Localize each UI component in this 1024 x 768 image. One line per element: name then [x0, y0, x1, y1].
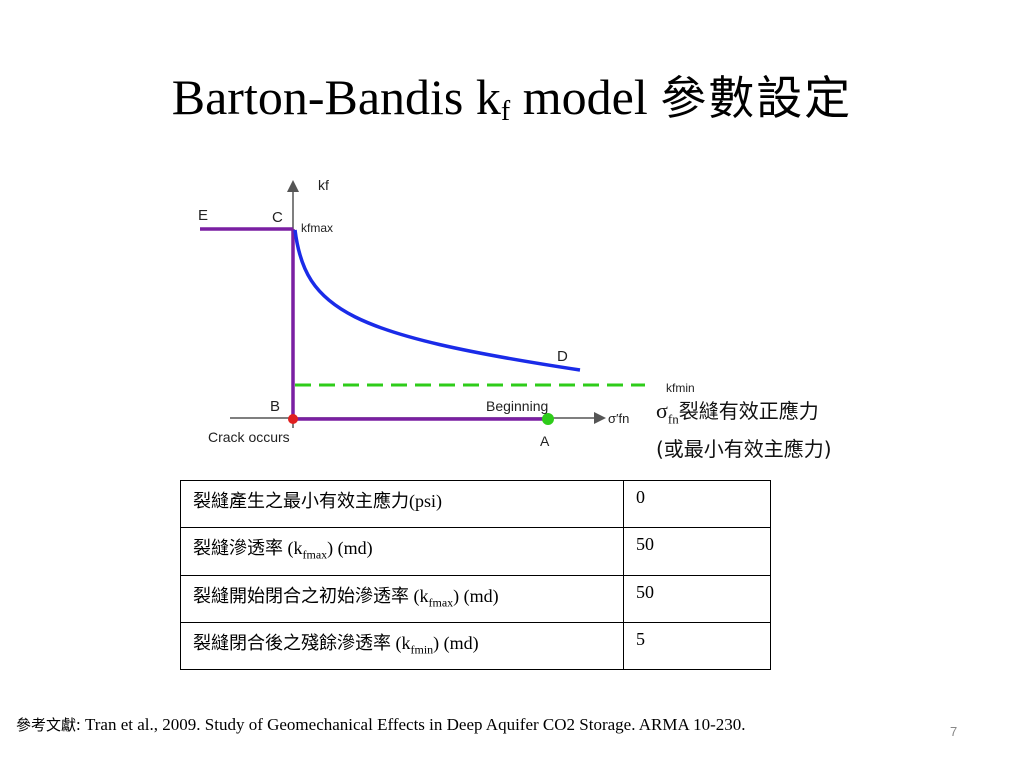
crack-occurs-label: Crack occurs	[208, 429, 290, 445]
beginning-point-marker	[542, 413, 554, 425]
table-row: 裂縫開始閉合之初始滲透率 (kfmax) (md) 50	[180, 574, 771, 623]
table-row: 裂縫閉合後之殘餘滲透率 (kfmin) (md) 5	[180, 621, 771, 671]
reference-label: 參考文獻	[16, 716, 77, 734]
label-b: B	[270, 398, 280, 415]
table-row: 裂縫滲透率 (kfmax) (md) 50	[180, 527, 771, 576]
stress-note: σfn裂縫有效正應力 (或最小有效主應力)	[656, 395, 832, 465]
stress-note-line1: σfn裂縫有效正應力	[656, 395, 832, 434]
y-axis-label: kf	[318, 177, 329, 193]
param-value-cell: 50	[623, 527, 771, 576]
label-e: E	[198, 207, 208, 224]
label-c: C	[272, 209, 283, 226]
parameter-table: 裂縫產生之最小有效主應力(psi) 0 裂縫滲透率 (kfmax) (md) 5…	[180, 479, 771, 671]
param-value-cell: 0	[623, 479, 771, 529]
title-middle: model	[510, 69, 661, 125]
beginning-label: Beginning	[486, 398, 548, 414]
barton-bandis-diagram: kf E C kfmax D kfmin B Beginning σ′fn Cr…	[198, 177, 695, 449]
x-axis-label: σ′fn	[608, 411, 629, 426]
stress-note-text1: 裂縫有效正應力	[678, 399, 819, 423]
kfmax-label: kfmax	[301, 221, 333, 235]
param-name-cell: 裂縫滲透率 (kfmax) (md)	[180, 527, 624, 576]
param-value-cell: 50	[623, 574, 771, 623]
label-a: A	[540, 433, 550, 449]
crack-point-marker	[288, 414, 298, 424]
page-number: 7	[950, 724, 958, 739]
title-prefix: Barton-Bandis k	[171, 69, 501, 125]
kf-decay-curve	[293, 229, 581, 372]
reference-citation: 參考文獻: Tran et al., 2009. Study of Geomec…	[16, 714, 746, 735]
stress-note-line2: (或最小有效主應力)	[656, 437, 832, 462]
title-cjk: 參數設定	[660, 71, 853, 125]
title-subscript: f	[500, 96, 511, 127]
label-d: D	[557, 348, 568, 365]
slide-title: Barton-Bandis kf model 參數設定	[0, 62, 1024, 147]
sigma-symbol: σfn	[656, 398, 679, 427]
param-name-cell: 裂縫閉合後之殘餘滲透率 (kfmin) (md)	[180, 621, 624, 671]
param-value-cell: 5	[623, 621, 771, 671]
param-name-cell: 裂縫產生之最小有效主應力(psi)	[180, 479, 624, 529]
param-name-cell: 裂縫開始閉合之初始滲透率 (kfmax) (md)	[180, 574, 624, 623]
kfmin-label: kfmin	[666, 381, 695, 395]
reference-text: : Tran et al., 2009. Study of Geomechani…	[76, 715, 746, 734]
table-row: 裂縫產生之最小有效主應力(psi) 0	[180, 479, 771, 529]
